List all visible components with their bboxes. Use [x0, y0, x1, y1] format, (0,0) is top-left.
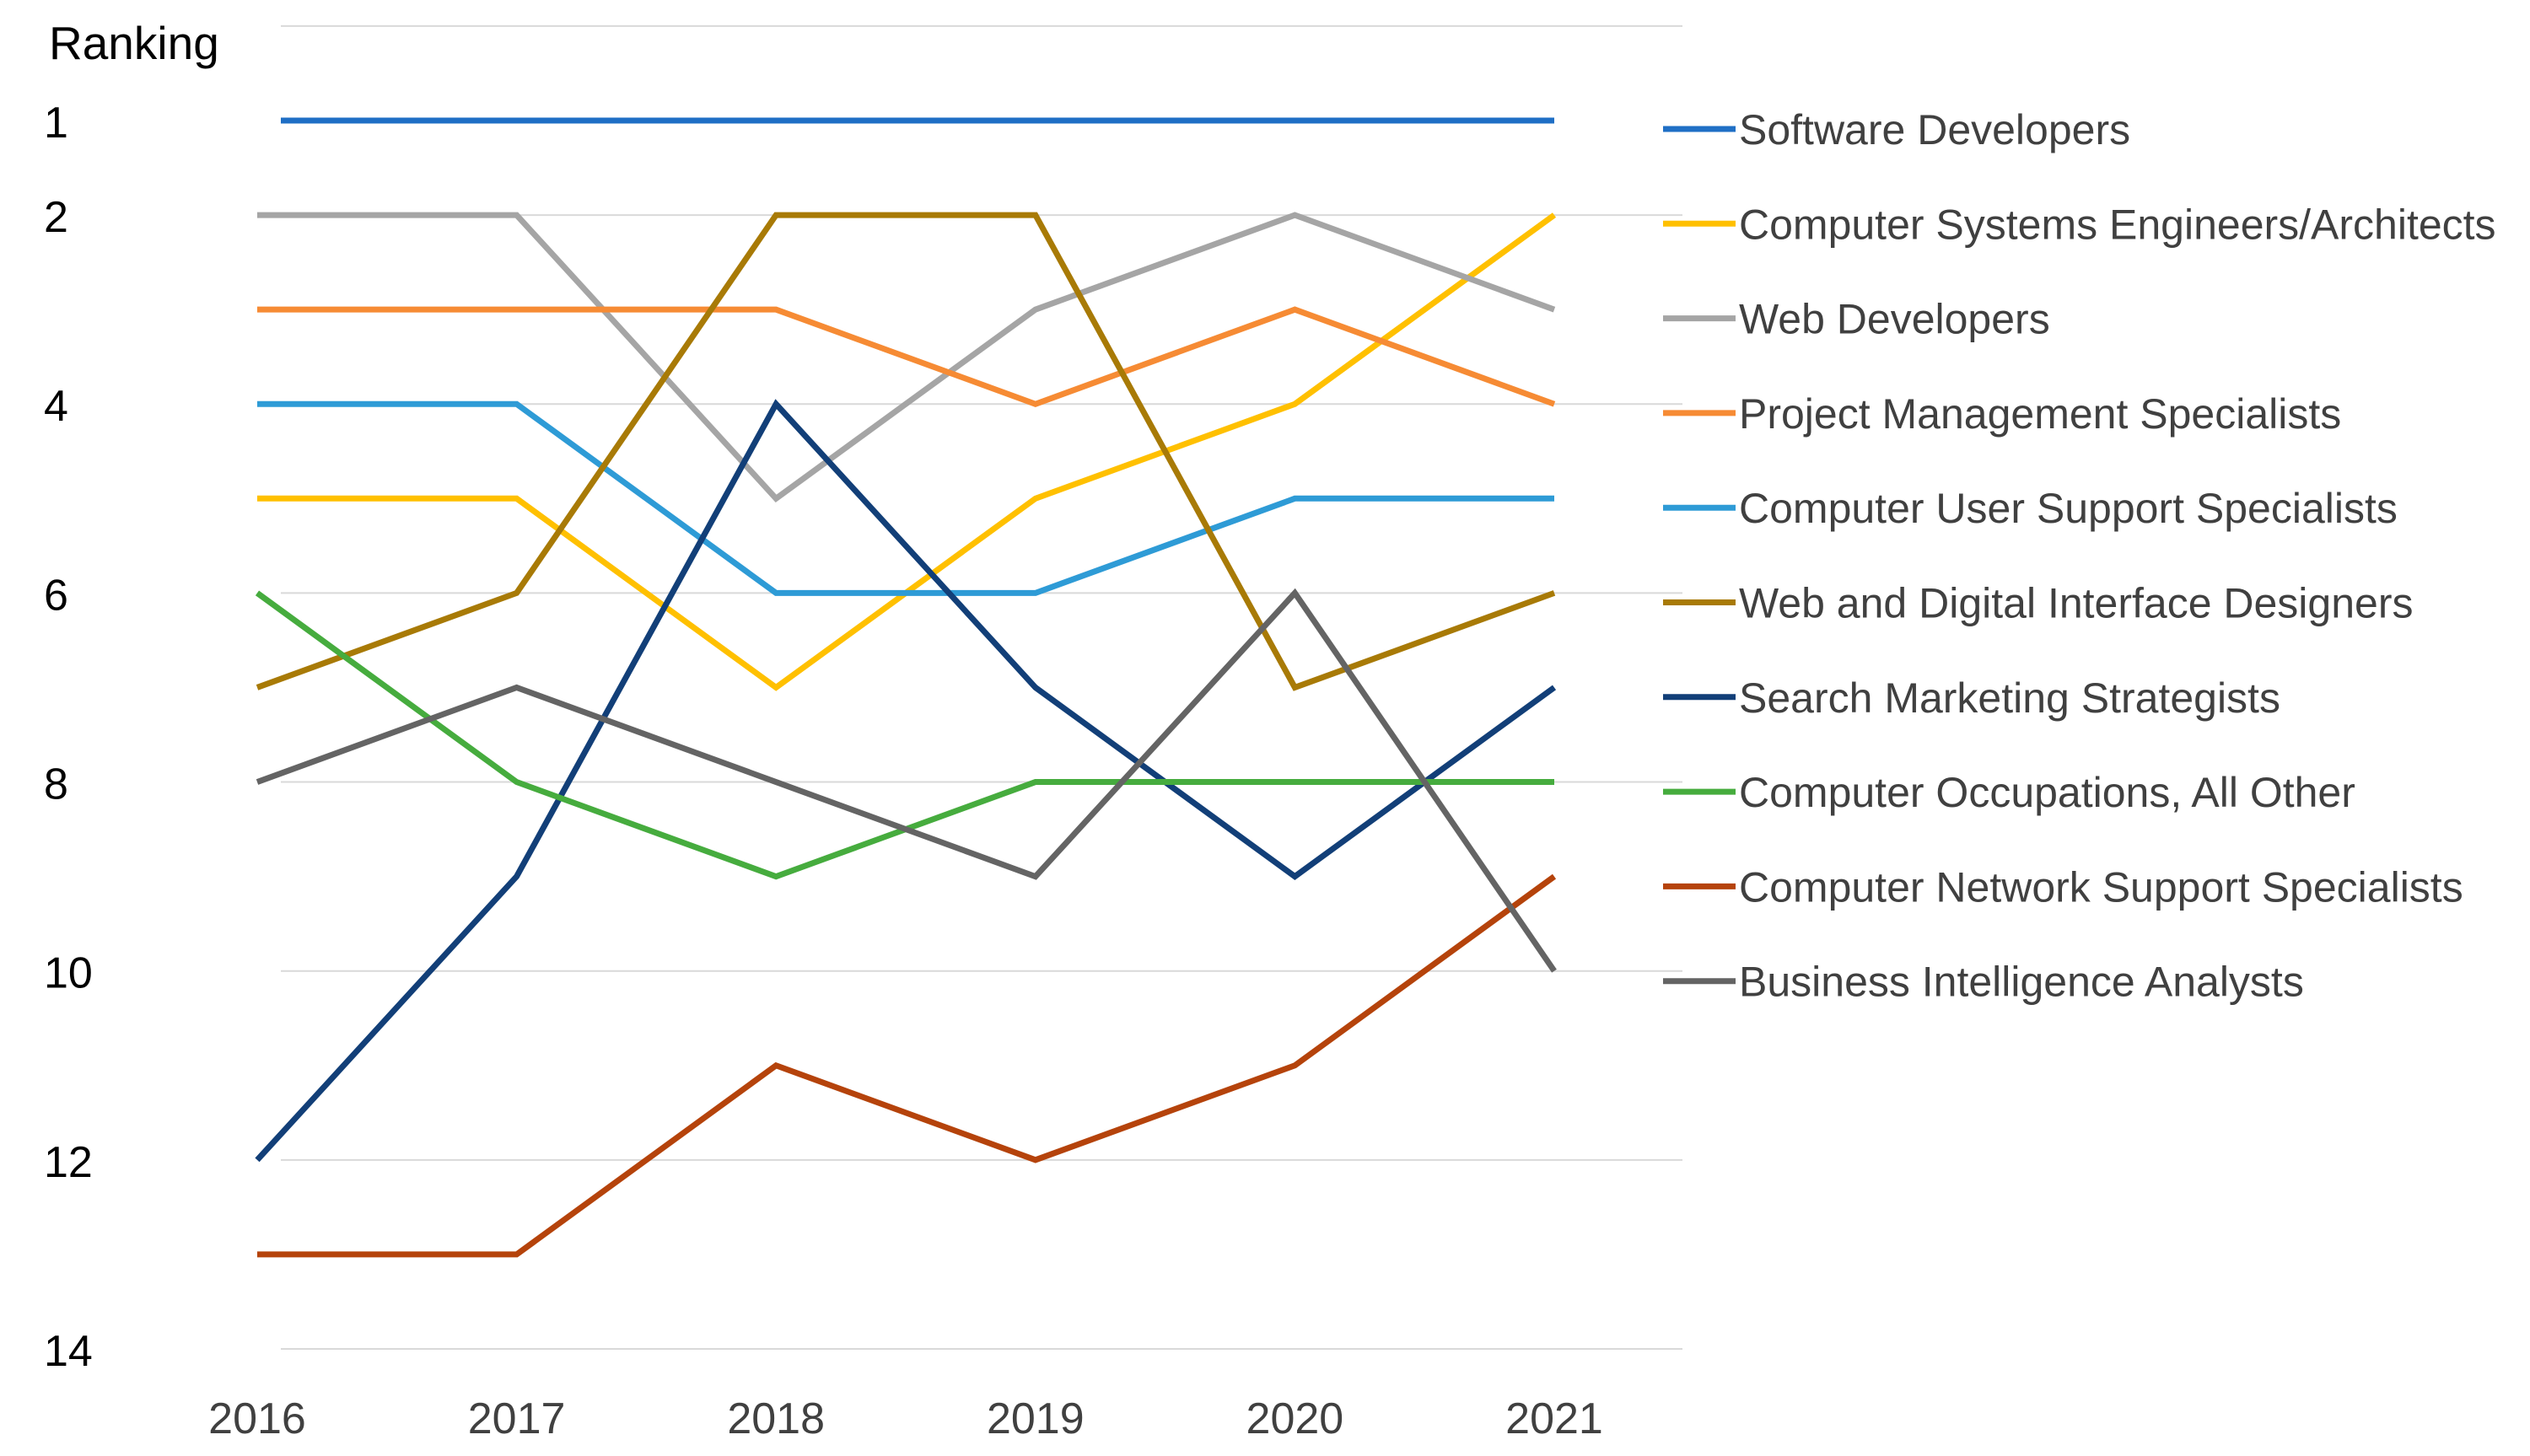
x-tick-label: 2017: [468, 1394, 566, 1443]
series-line: [256, 588, 1557, 973]
y-tick-label: 4: [44, 382, 68, 431]
x-tick-label: 2021: [1505, 1394, 1603, 1443]
gridlines: [281, 24, 1682, 1350]
legend-label: Web and Digital Interface Designers: [1739, 580, 2414, 627]
y-tick-label: 2: [44, 193, 68, 242]
legend-label: Software Developers: [1739, 106, 2130, 153]
y-tick-label: 14: [44, 1327, 93, 1376]
series-lines: [255, 117, 1557, 1258]
legend-label: Web Developers: [1739, 296, 2050, 343]
legend-label: Business Intelligence Analysts: [1739, 959, 2304, 1006]
y-axis-title: Ranking: [49, 17, 219, 69]
legend-label: Computer Network Support Specialists: [1739, 863, 2463, 911]
y-tick-label: 12: [44, 1138, 93, 1187]
x-tick-label: 2020: [1246, 1394, 1344, 1443]
legend-label: Computer Occupations, All Other: [1739, 769, 2355, 816]
y-tick-label: 1: [44, 99, 68, 148]
y-tick-label: 6: [44, 571, 68, 620]
x-tick-label: 2018: [727, 1394, 825, 1443]
y-tick-label: 8: [44, 760, 68, 809]
x-tick-label: 2016: [208, 1394, 306, 1443]
y-tick-label: 10: [44, 949, 93, 998]
series-line: [257, 873, 1557, 1258]
series-line: [255, 399, 1557, 1163]
legend-label: Search Marketing Strategists: [1739, 674, 2280, 722]
series-line: [255, 590, 1554, 880]
legend: Software Developers Computer Systems Engi…: [1663, 106, 2496, 1006]
series-line: [257, 400, 1554, 596]
legend-label: Project Management Specialists: [1739, 390, 2341, 438]
series-line: [257, 212, 1556, 502]
series-line: [257, 306, 1556, 407]
legend-label: Computer User Support Specialists: [1739, 485, 2398, 532]
x-tick-label: 2019: [987, 1394, 1085, 1443]
series-line: [256, 212, 1556, 691]
legend-label: Computer Systems Engineers/Architects: [1739, 201, 2496, 248]
